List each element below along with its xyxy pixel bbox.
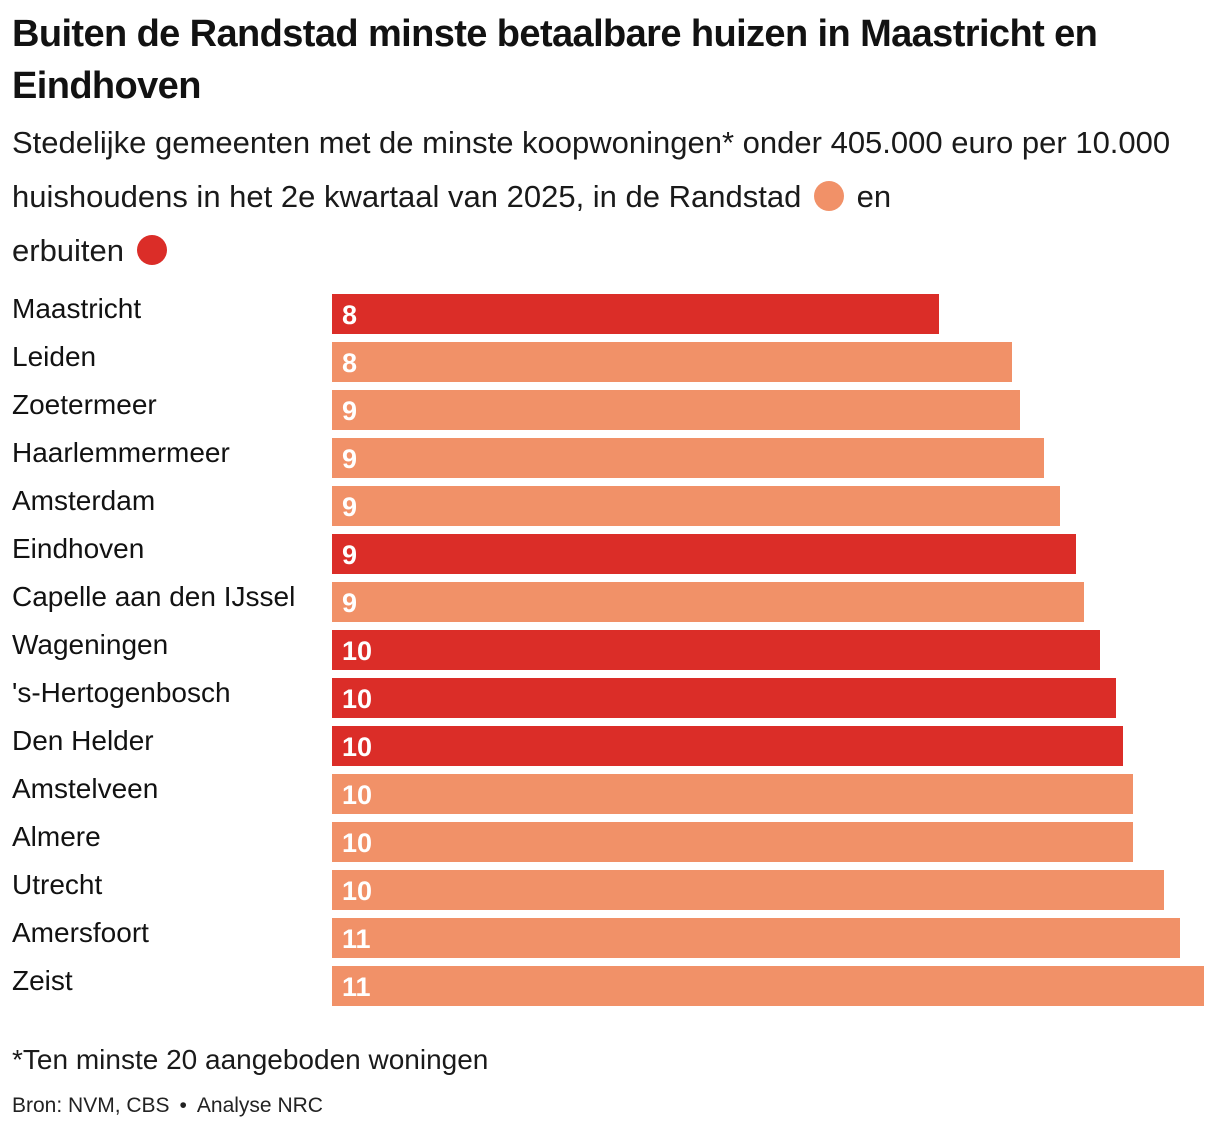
bar-row: Amstelveen 10 — [0, 766, 1220, 814]
bar-value-label: 10 — [342, 684, 373, 714]
bar-row: 's-Hertogenbosch 10 — [0, 670, 1220, 718]
category-label: Almere — [12, 821, 101, 852]
source-analysis: Analyse NRC — [196, 1094, 323, 1117]
source-separator: • — [179, 1094, 187, 1117]
bar-value-label: 9 — [342, 492, 358, 522]
bar-value-label: 8 — [342, 348, 358, 378]
bar-value-label: 11 — [342, 924, 371, 954]
category-label: Maastricht — [12, 293, 142, 324]
category-label: Zeist — [12, 965, 73, 996]
bar-randstad: 10 — [332, 822, 1133, 862]
bar-randstad: 11 — [332, 918, 1180, 958]
bar-randstad: 9 — [332, 390, 1020, 430]
bar-row: Utrecht 10 — [0, 862, 1220, 910]
bar-row: Zeist 11 — [0, 958, 1220, 1006]
bar-row: Haarlemmermeer 9 — [0, 430, 1220, 478]
subtitle-connector: en — [856, 179, 892, 214]
bar-randstad: 10 — [332, 870, 1164, 910]
category-label: Amersfoort — [12, 917, 149, 948]
category-label: Zoetermeer — [12, 389, 157, 420]
bar-row: Amsterdam 9 — [0, 478, 1220, 526]
bar-randstad: 8 — [332, 342, 1012, 382]
bar-chart: Maastricht 8 Leiden 8 Zoetermeer 9 Haarlemmerm… — [0, 286, 1220, 1016]
footnote: *Ten minste 20 aangeboden woningen — [12, 1044, 489, 1075]
bar-value-label: 9 — [342, 444, 358, 474]
bar-row: Amersfoort 11 — [0, 910, 1220, 958]
bar-value-label: 10 — [342, 780, 373, 810]
category-label: Den Helder — [12, 725, 154, 756]
category-label: Amsterdam — [12, 485, 156, 516]
bar-value-label: 9 — [342, 540, 358, 570]
bar-erbuiten: 10 — [332, 630, 1100, 670]
bar-row: Den Helder 10 — [0, 718, 1220, 766]
bar-row: Eindhoven 9 — [0, 526, 1220, 574]
legend-erbuiten-dot — [136, 235, 167, 265]
chart-subtitle: Stedelijke gemeenten met de minste koopw… — [12, 116, 1212, 278]
category-label: Amstelveen — [12, 773, 159, 804]
subtitle-tail: erbuiten — [12, 233, 125, 268]
bar-value-label: 10 — [342, 732, 373, 762]
bar-row: Maastricht 8 — [0, 286, 1220, 334]
bar-row: Capelle aan den IJssel 9 — [0, 574, 1220, 622]
bar-row: Wageningen 10 — [0, 622, 1220, 670]
category-label: Capelle aan den IJssel — [12, 581, 296, 612]
bar-row: Zoetermeer 9 — [0, 382, 1220, 430]
bar-value-label: 8 — [342, 300, 358, 330]
bar-value-label: 11 — [342, 972, 371, 1002]
bar-randstad: 9 — [332, 486, 1060, 526]
category-label: Utrecht — [12, 869, 103, 900]
bar-value-label: 10 — [342, 828, 373, 858]
bar-erbuiten: 10 — [332, 726, 1123, 766]
category-label: 's-Hertogenbosch — [12, 677, 231, 708]
source-line: Bron: NVM, CBS • Analyse NRC — [12, 1090, 323, 1122]
bar-value-label: 9 — [342, 396, 358, 426]
category-label: Wageningen — [12, 629, 169, 660]
chart-title: Buiten de Randstad minste betaalbare hui… — [12, 13, 1098, 107]
bar-erbuiten: 10 — [332, 678, 1116, 718]
legend-randstad-dot — [813, 181, 844, 211]
bar-erbuiten: 8 — [332, 294, 939, 334]
bar-randstad: 10 — [332, 774, 1133, 814]
bar-erbuiten: 9 — [332, 534, 1076, 574]
bar-value-label: 9 — [342, 588, 358, 618]
bar-randstad: 9 — [332, 438, 1044, 478]
category-label: Eindhoven — [12, 533, 145, 564]
subtitle-text: Stedelijke gemeenten met de minste koopw… — [12, 125, 1171, 214]
bar-row: Leiden 8 — [0, 334, 1220, 382]
bar-value-label: 10 — [342, 876, 373, 906]
bar-randstad: 11 — [332, 966, 1204, 1006]
bar-randstad: 9 — [332, 582, 1084, 622]
bar-value-label: 10 — [342, 636, 373, 666]
category-label: Leiden — [12, 341, 97, 372]
source-text: Bron: NVM, CBS — [12, 1094, 170, 1117]
bar-row: Almere 10 — [0, 814, 1220, 862]
category-label: Haarlemmermeer — [12, 437, 230, 468]
